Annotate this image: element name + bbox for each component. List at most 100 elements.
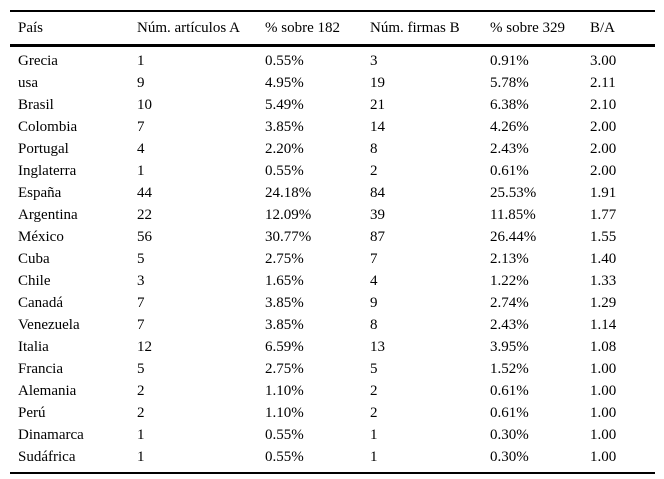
cell-num_firmas_b: 19 [370,75,385,91]
table-row: Portugal 4 2.20% 8 2.43% 2.00 [10,138,655,160]
cell-pct_sobre_329: 0.91% [490,53,529,69]
cell-pct_sobre_329: 2.13% [490,251,529,267]
cell-num_firmas_b: 39 [370,207,385,223]
cell-pct_sobre_329: 2.43% [490,317,529,333]
cell-pais: Inglaterra [18,163,77,179]
cell-b_sobre_a: 1.77 [590,207,617,223]
cell-num_articulos_a: 12 [137,339,152,355]
cell-b_sobre_a: 1.55 [590,229,617,245]
cell-pais: Sudáfrica [18,449,76,465]
cell-num_firmas_b: 7 [370,251,378,267]
cell-pct_sobre_182: 4.95% [265,75,304,91]
cell-pct_sobre_329: 1.22% [490,273,529,289]
table-row: usa 9 4.95% 19 5.78% 2.11 [10,72,655,94]
cell-b_sobre_a: 3.00 [590,53,617,69]
cell-b_sobre_a: 1.00 [590,427,617,443]
cell-pais: Grecia [18,53,58,69]
cell-b_sobre_a: 1.91 [590,185,617,201]
cell-b_sobre_a: 1.33 [590,273,617,289]
column-header-num_firmas_b: Núm. firmas B [370,20,460,36]
cell-num_firmas_b: 2 [370,163,378,179]
cell-pct_sobre_182: 2.75% [265,361,304,377]
cell-b_sobre_a: 2.11 [590,75,616,91]
table-row: Italia 12 6.59% 13 3.95% 1.08 [10,336,655,358]
cell-num_articulos_a: 44 [137,185,152,201]
cell-pct_sobre_182: 24.18% [265,185,312,201]
cell-num_firmas_b: 87 [370,229,385,245]
cell-pct_sobre_182: 3.85% [265,295,304,311]
column-header-pct_sobre_329: % sobre 329 [490,20,565,36]
table-header: País Núm. artículos A % sobre 182 Núm. firm… [10,11,655,46]
cell-num_articulos_a: 1 [137,53,145,69]
cell-num_firmas_b: 14 [370,119,385,135]
cell-pais: Chile [18,273,51,289]
cell-num_firmas_b: 4 [370,273,378,289]
cell-pais: Brasil [18,97,54,113]
cell-num_articulos_a: 1 [137,427,145,443]
cell-pct_sobre_182: 6.59% [265,339,304,355]
country-statistics-table: País Núm. artículos A % sobre 182 Núm. firm… [10,10,655,474]
cell-pct_sobre_182: 30.77% [265,229,312,245]
cell-b_sobre_a: 2.00 [590,141,617,157]
cell-num_articulos_a: 5 [137,251,145,267]
table-row: Argentina 22 12.09% 39 11.85% 1.77 [10,204,655,226]
cell-num_articulos_a: 22 [137,207,152,223]
cell-pct_sobre_329: 2.74% [490,295,529,311]
cell-pct_sobre_182: 2.75% [265,251,304,267]
cell-num_articulos_a: 7 [137,317,145,333]
cell-pct_sobre_182: 3.85% [265,317,304,333]
cell-b_sobre_a: 1.00 [590,449,617,465]
cell-pct_sobre_329: 0.30% [490,427,529,443]
cell-pct_sobre_329: 6.38% [490,97,529,113]
cell-num_articulos_a: 2 [137,383,145,399]
cell-pct_sobre_329: 11.85% [490,207,536,223]
cell-b_sobre_a: 1.00 [590,361,617,377]
cell-pct_sobre_182: 0.55% [265,163,304,179]
cell-pct_sobre_329: 3.95% [490,339,529,355]
cell-pct_sobre_182: 1.65% [265,273,304,289]
cell-num_firmas_b: 8 [370,317,378,333]
cell-num_firmas_b: 1 [370,449,378,465]
table-row: Alemania 2 1.10% 2 0.61% 1.00 [10,380,655,402]
cell-num_articulos_a: 10 [137,97,152,113]
cell-pais: Argentina [18,207,78,223]
cell-pct_sobre_329: 4.26% [490,119,529,135]
column-header-b_sobre_a: B/A [590,20,616,36]
table-row: España 44 24.18% 84 25.53% 1.91 [10,182,655,204]
cell-pct_sobre_329: 5.78% [490,75,529,91]
column-header-num_articulos_a: Núm. artículos A [137,20,240,36]
table-body: Grecia 1 0.55% 3 0.91% 3.00 usa 9 4.95% 19 5.78% 2.… [10,46,655,474]
cell-pais: Francia [18,361,63,377]
cell-pct_sobre_182: 1.10% [265,405,304,421]
cell-num_firmas_b: 1 [370,427,378,443]
cell-num_articulos_a: 2 [137,405,145,421]
table-row: Sudáfrica 1 0.55% 1 0.30% 1.00 [10,446,655,473]
table-header-row: País Núm. artículos A % sobre 182 Núm. firm… [10,11,655,46]
cell-num_articulos_a: 4 [137,141,145,157]
cell-num_articulos_a: 3 [137,273,145,289]
cell-pais: Alemania [18,383,77,399]
cell-pais: Perú [18,405,46,421]
cell-pct_sobre_329: 0.61% [490,383,529,399]
cell-num_firmas_b: 84 [370,185,385,201]
table-row: México 56 30.77% 87 26.44% 1.55 [10,226,655,248]
cell-b_sobre_a: 1.14 [590,317,617,333]
table-row: Grecia 1 0.55% 3 0.91% 3.00 [10,46,655,73]
table-row: Chile 3 1.65% 4 1.22% 1.33 [10,270,655,292]
cell-num_firmas_b: 8 [370,141,378,157]
table-row: Inglaterra 1 0.55% 2 0.61% 2.00 [10,160,655,182]
cell-pais: Portugal [18,141,69,157]
cell-pais: España [18,185,62,201]
cell-pct_sobre_329: 0.61% [490,405,529,421]
cell-pais: Dinamarca [18,427,84,443]
column-header-pct_sobre_182: % sobre 182 [265,20,340,36]
cell-b_sobre_a: 2.00 [590,119,617,135]
cell-pais: Canadá [18,295,63,311]
table-row: Cuba 5 2.75% 7 2.13% 1.40 [10,248,655,270]
cell-num_firmas_b: 2 [370,405,378,421]
cell-pct_sobre_182: 12.09% [265,207,312,223]
cell-b_sobre_a: 1.08 [590,339,617,355]
cell-num_firmas_b: 3 [370,53,378,69]
cell-num_firmas_b: 21 [370,97,385,113]
cell-b_sobre_a: 1.40 [590,251,617,267]
